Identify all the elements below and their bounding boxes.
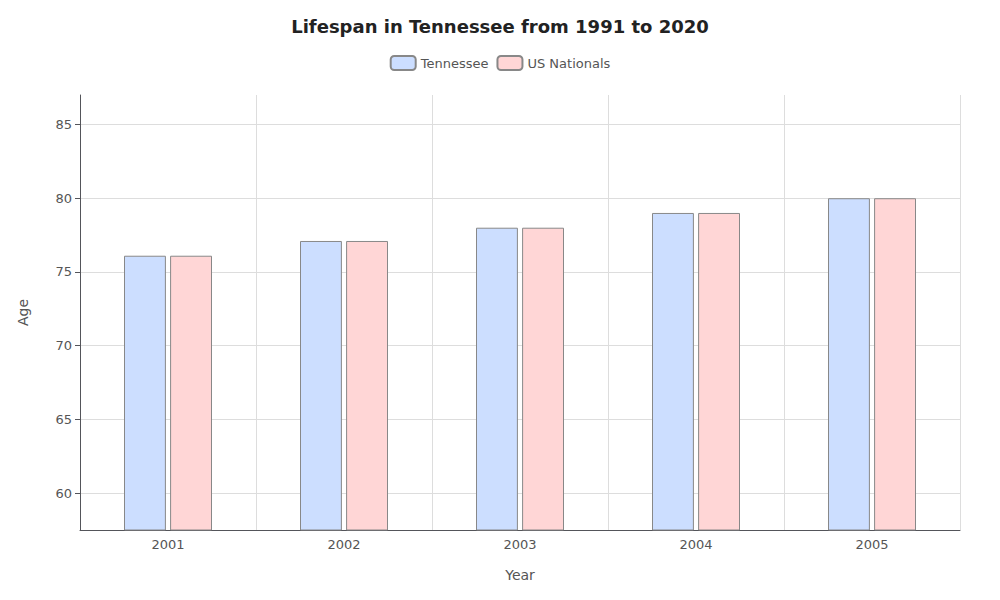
svg-text:2005: 2005 [855, 537, 888, 552]
svg-text:US Nationals: US Nationals [527, 56, 610, 71]
svg-text:Lifespan in Tennessee from 199: Lifespan in Tennessee from 1991 to 2020 [291, 16, 709, 37]
svg-text:70: 70 [55, 338, 72, 353]
svg-text:2004: 2004 [679, 537, 712, 552]
svg-text:Tennessee: Tennessee [420, 56, 489, 71]
svg-text:60: 60 [55, 486, 72, 501]
svg-text:2001: 2001 [151, 537, 184, 552]
svg-text:75: 75 [55, 264, 72, 279]
svg-text:85: 85 [55, 117, 72, 132]
svg-text:Age: Age [15, 299, 31, 326]
svg-text:65: 65 [55, 412, 72, 427]
svg-text:80: 80 [55, 191, 72, 206]
svg-text:Year: Year [504, 567, 535, 583]
svg-text:2003: 2003 [503, 537, 536, 552]
svg-text:2002: 2002 [327, 537, 360, 552]
